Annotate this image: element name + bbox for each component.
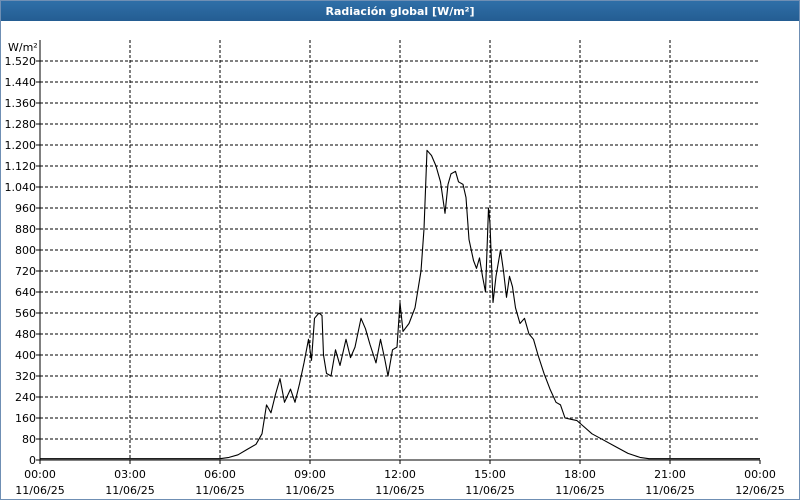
- x-tick-date: 11/06/25: [195, 484, 244, 497]
- x-tick-time: 00:00: [24, 468, 56, 481]
- y-tick-label: 240: [15, 391, 36, 404]
- x-tick-time: 09:00: [294, 468, 326, 481]
- x-tick-time: 06:00: [204, 468, 236, 481]
- x-tick-time: 12:00: [384, 468, 416, 481]
- y-tick-label: 320: [15, 370, 36, 383]
- y-tick-label: 1.360: [5, 97, 37, 110]
- y-tick-label: 560: [15, 307, 36, 320]
- x-tick-time: 15:00: [474, 468, 506, 481]
- y-tick-label: 1.040: [5, 181, 37, 194]
- x-tick-date: 11/06/25: [285, 484, 334, 497]
- x-tick-date: 11/06/25: [105, 484, 154, 497]
- x-tick-date: 11/06/25: [15, 484, 64, 497]
- x-tick-time: 00:00: [744, 468, 776, 481]
- x-tick-date: 11/06/25: [465, 484, 514, 497]
- y-tick-label: 480: [15, 328, 36, 341]
- y-tick-label: 1.280: [5, 118, 37, 131]
- x-tick-time: 21:00: [654, 468, 686, 481]
- y-ticks: 0 80 160 240 320 400 480 560 640 720 800 880 960 1.04…: [5, 55, 37, 467]
- x-tick-time: 03:00: [114, 468, 146, 481]
- x-ticks: 00:00 11/06/25 03:00 11/06/25 06:00 11/06/25 0…: [15, 468, 784, 497]
- y-tick-label: 400: [15, 349, 36, 362]
- y-tick-label: 880: [15, 223, 36, 236]
- y-tick-label: 0: [29, 454, 36, 467]
- y-tick-label: 1.520: [5, 55, 37, 68]
- chart-title: Radiación global [W/m²]: [1, 1, 799, 21]
- x-tick-date: 11/06/25: [555, 484, 604, 497]
- series-group: [40, 149, 760, 460]
- axes: [36, 40, 761, 464]
- y-tick-label: 1.120: [5, 160, 37, 173]
- y-tick-label: 800: [15, 244, 36, 257]
- y-tick-label: 160: [15, 412, 36, 425]
- y-tick-label: 1.440: [5, 76, 37, 89]
- x-tick-date: 11/06/25: [645, 484, 694, 497]
- y-tick-label: 640: [15, 286, 36, 299]
- y-axis-label: W/m²: [8, 41, 38, 54]
- x-tick-date: 11/06/25: [375, 484, 424, 497]
- y-tick-label: 80: [22, 433, 36, 446]
- grid: [40, 40, 760, 460]
- x-tick-time: 18:00: [564, 468, 596, 481]
- y-tick-label: 1.200: [5, 139, 37, 152]
- x-tick-date: 12/06/25: [735, 484, 784, 497]
- y-tick-label: 960: [15, 202, 36, 215]
- series-line: [40, 149, 760, 460]
- y-tick-label: 720: [15, 265, 36, 278]
